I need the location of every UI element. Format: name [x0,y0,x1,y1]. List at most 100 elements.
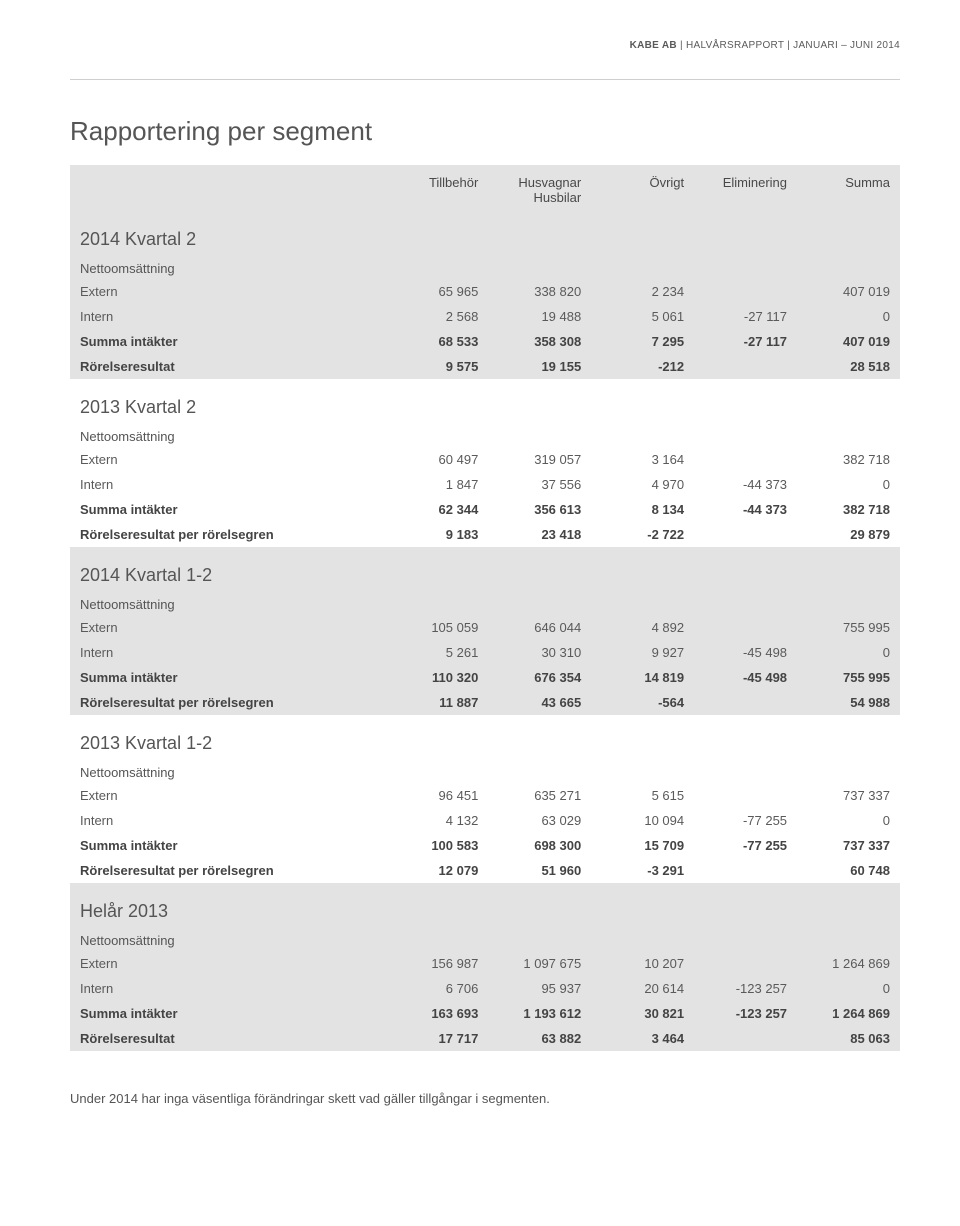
cell-value: 0 [797,976,900,1001]
col-summa: Summa [797,165,900,215]
cell-value: 8 134 [591,497,694,522]
cell-value [694,951,797,976]
row-label: Intern [70,640,385,665]
cell-value: 3 164 [591,447,694,472]
cell-value: 737 337 [797,783,900,808]
row-label: Rörelseresultat [70,1026,385,1051]
cell-value: -212 [591,354,694,379]
table-row: Summa intäkter110 320676 35414 819-45 49… [70,665,900,690]
col-husvagnar-sub: Husbilar [498,190,581,205]
cell-value: 105 059 [385,615,488,640]
cell-value: 163 693 [385,1001,488,1026]
cell-value: 14 819 [591,665,694,690]
cell-value: 4 892 [591,615,694,640]
cell-value: 1 264 869 [797,951,900,976]
cell-value: 62 344 [385,497,488,522]
cell-value: 676 354 [488,665,591,690]
cell-value: 37 556 [488,472,591,497]
cell-value: 29 879 [797,522,900,547]
document-header: KABE AB | HALVÅRSRAPPORT | JANUARI – JUN… [70,40,900,51]
cell-value: 338 820 [488,279,591,304]
table-row: Extern65 965338 8202 234407 019 [70,279,900,304]
cell-value: 1 847 [385,472,488,497]
cell-value: 5 061 [591,304,694,329]
cell-value: 19 155 [488,354,591,379]
cell-value: 1 264 869 [797,1001,900,1026]
cell-value [694,615,797,640]
row-label: Summa intäkter [70,665,385,690]
cell-value: 30 821 [591,1001,694,1026]
cell-value: 100 583 [385,833,488,858]
cell-value: 30 310 [488,640,591,665]
table-row: Nettoomsättning [70,760,900,783]
table-section: 2013 Kvartal 1-2NettoomsättningExtern96 … [70,715,900,883]
row-label: Summa intäkter [70,497,385,522]
col-husvagnar-main: Husvagnar [518,175,581,190]
cell-value: 1 097 675 [488,951,591,976]
cell-value: 110 320 [385,665,488,690]
table-row: Rörelseresultat17 71763 8823 46485 063 [70,1026,900,1051]
col-blank [70,165,385,215]
row-nettoomsattning: Nettoomsättning [70,256,900,279]
cell-value: 646 044 [488,615,591,640]
cell-value: 6 706 [385,976,488,1001]
header-rule [70,79,900,80]
cell-value: 356 613 [488,497,591,522]
cell-value: 60 497 [385,447,488,472]
cell-value [694,783,797,808]
cell-value: -45 498 [694,665,797,690]
table-row: Rörelseresultat per rörelsegren9 18323 4… [70,522,900,547]
cell-value: -123 257 [694,1001,797,1026]
table-section: 2014 Kvartal 1-2NettoomsättningExtern105… [70,547,900,715]
page-title: Rapportering per segment [70,116,900,147]
cell-value: 43 665 [488,690,591,715]
cell-value: 2 568 [385,304,488,329]
table-row: Intern5 26130 3109 927-45 4980 [70,640,900,665]
row-label: Extern [70,783,385,808]
row-nettoomsattning: Nettoomsättning [70,592,900,615]
cell-value: 19 488 [488,304,591,329]
cell-value: -45 498 [694,640,797,665]
table-row: Rörelseresultat9 57519 155-21228 518 [70,354,900,379]
cell-value: 0 [797,304,900,329]
row-label: Summa intäkter [70,1001,385,1026]
cell-value: 63 029 [488,808,591,833]
section-title: 2013 Kvartal 1-2 [70,715,900,760]
table-row: Extern96 451635 2715 615737 337 [70,783,900,808]
table-row: Summa intäkter100 583698 30015 709-77 25… [70,833,900,858]
row-label: Extern [70,615,385,640]
row-label: Summa intäkter [70,833,385,858]
cell-value: 65 965 [385,279,488,304]
cell-value [694,1026,797,1051]
cell-value: 7 295 [591,329,694,354]
cell-value: 755 995 [797,615,900,640]
cell-value [694,858,797,883]
cell-value: 2 234 [591,279,694,304]
row-label: Extern [70,447,385,472]
row-label: Summa intäkter [70,329,385,354]
cell-value: 156 987 [385,951,488,976]
cell-value: 68 533 [385,329,488,354]
doc-header-rest: | HALVÅRSRAPPORT | JANUARI – JUNI 2014 [680,40,900,51]
table-row: Summa intäkter62 344356 6138 134-44 3733… [70,497,900,522]
table-row: Extern60 497319 0573 164382 718 [70,447,900,472]
cell-value: 635 271 [488,783,591,808]
cell-value: 10 094 [591,808,694,833]
cell-value: 4 970 [591,472,694,497]
row-label: Extern [70,951,385,976]
cell-value: -77 255 [694,833,797,858]
cell-value: 4 132 [385,808,488,833]
col-ovrigt: Övrigt [591,165,694,215]
table-section: 2013 Kvartal 2NettoomsättningExtern60 49… [70,379,900,547]
cell-value: 23 418 [488,522,591,547]
cell-value: -2 722 [591,522,694,547]
table-row: Intern2 56819 4885 061-27 1170 [70,304,900,329]
footnote: Under 2014 har inga väsentliga förändrin… [70,1091,900,1106]
table-section: 2014 Kvartal 2NettoomsättningExtern65 96… [70,215,900,379]
cell-value: 20 614 [591,976,694,1001]
cell-value [694,279,797,304]
row-label: Rörelseresultat per rörelsegren [70,522,385,547]
cell-value: 85 063 [797,1026,900,1051]
cell-value: 737 337 [797,833,900,858]
cell-value: 10 207 [591,951,694,976]
